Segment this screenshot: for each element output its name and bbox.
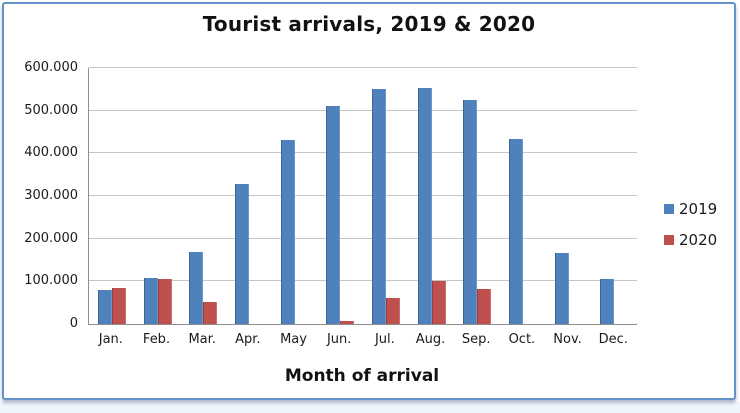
x-tick-label-jan: Jan. [98, 332, 123, 347]
y-tick-label-300.000: 300.000 [24, 188, 78, 203]
month-column-mar [180, 68, 226, 324]
x-tick-label-oct: Oct. [508, 332, 536, 347]
gridline-400000 [89, 152, 637, 154]
x-tick-label-may: May [280, 332, 307, 347]
month-column-nov [546, 68, 592, 324]
bar-columns [89, 68, 637, 324]
month-column-oct [500, 68, 546, 324]
legend-label-2019: 2019 [679, 200, 718, 218]
x-axis-title: Month of arrival [284, 366, 440, 386]
bar-2019-feb [143, 278, 158, 324]
legend-entry-2019: 2019 [664, 200, 717, 218]
x-tick-label-nov: Nov. [553, 332, 582, 347]
month-column-dec [591, 68, 637, 324]
bar-2020-jun [340, 321, 355, 324]
x-tick-label-sep: Sep. [461, 332, 491, 347]
bar-2019-mar [189, 252, 204, 324]
bar-2019-nov [554, 253, 569, 324]
legend-entry-2020: 2020 [664, 231, 717, 249]
x-tick-label-apr: Apr. [235, 332, 261, 347]
bar-2019-apr [234, 184, 249, 324]
chart-title: Tourist arrivals, 2019 & 2020 [202, 12, 536, 36]
y-tick-label-100.000: 100.000 [24, 273, 78, 289]
x-tick-label-feb: Feb. [142, 332, 171, 347]
bar-2020-jan [111, 288, 126, 324]
x-tick-label-aug: Aug. [415, 332, 446, 347]
bar-2020-sep [477, 289, 492, 324]
y-tick-label-500.000: 500.000 [24, 102, 78, 118]
x-axis-labels: Jan. Feb. Mar. Apr. May Jun. Jul. Aug. Sep. Oct. N… [88, 332, 636, 347]
bar-2019-oct [508, 139, 523, 324]
x-tick-label-dec: Dec. [598, 332, 628, 347]
bar-2020-jul [385, 298, 400, 324]
bar-2020-feb [157, 279, 172, 324]
x-tick-label-jul: Jul. [374, 332, 395, 347]
gridline-300000 [89, 195, 637, 196]
legend-swatch-2019 [664, 204, 674, 214]
bar-2019-jun [326, 106, 341, 324]
month-column-jun [317, 68, 363, 324]
gridline-100000 [89, 280, 637, 282]
legend-label-2020: 2020 [679, 231, 718, 249]
bar-2019-aug [417, 88, 432, 324]
month-column-sep [454, 68, 500, 324]
month-column-aug [409, 68, 455, 324]
y-tick-label-400.000: 400.000 [24, 145, 78, 161]
x-tick-label-mar: Mar. [188, 332, 216, 347]
legend-swatch-2020 [664, 235, 674, 245]
gridline-500000 [89, 109, 637, 111]
bar-2019-may [280, 140, 295, 324]
y-tick-label-0: 0 [69, 316, 78, 331]
bar-2020-aug [431, 281, 446, 324]
gridline-200000 [89, 237, 637, 239]
bar-2019-sep [463, 100, 478, 324]
bar-2019-dec [600, 279, 615, 324]
bar-2019-jul [371, 89, 386, 324]
y-tick-label-600.000: 600.000 [24, 60, 78, 75]
bar-2019-jan [97, 290, 112, 324]
y-tick-label-200.000: 200.000 [24, 230, 78, 246]
month-column-may [272, 68, 318, 324]
chart-frame: Tourist arrivals, 2019 & 2020 0 100.000 20… [2, 2, 736, 400]
gridline-600000 [89, 67, 637, 68]
month-column-apr [226, 68, 272, 324]
month-column-feb [135, 68, 181, 324]
month-column-jul [363, 68, 409, 324]
month-column-jan [89, 68, 135, 324]
x-tick-label-jun: Jun. [326, 332, 352, 347]
plot-area [88, 67, 637, 325]
bar-2020-mar [203, 302, 218, 324]
legend: 2019 2020 [664, 200, 717, 249]
